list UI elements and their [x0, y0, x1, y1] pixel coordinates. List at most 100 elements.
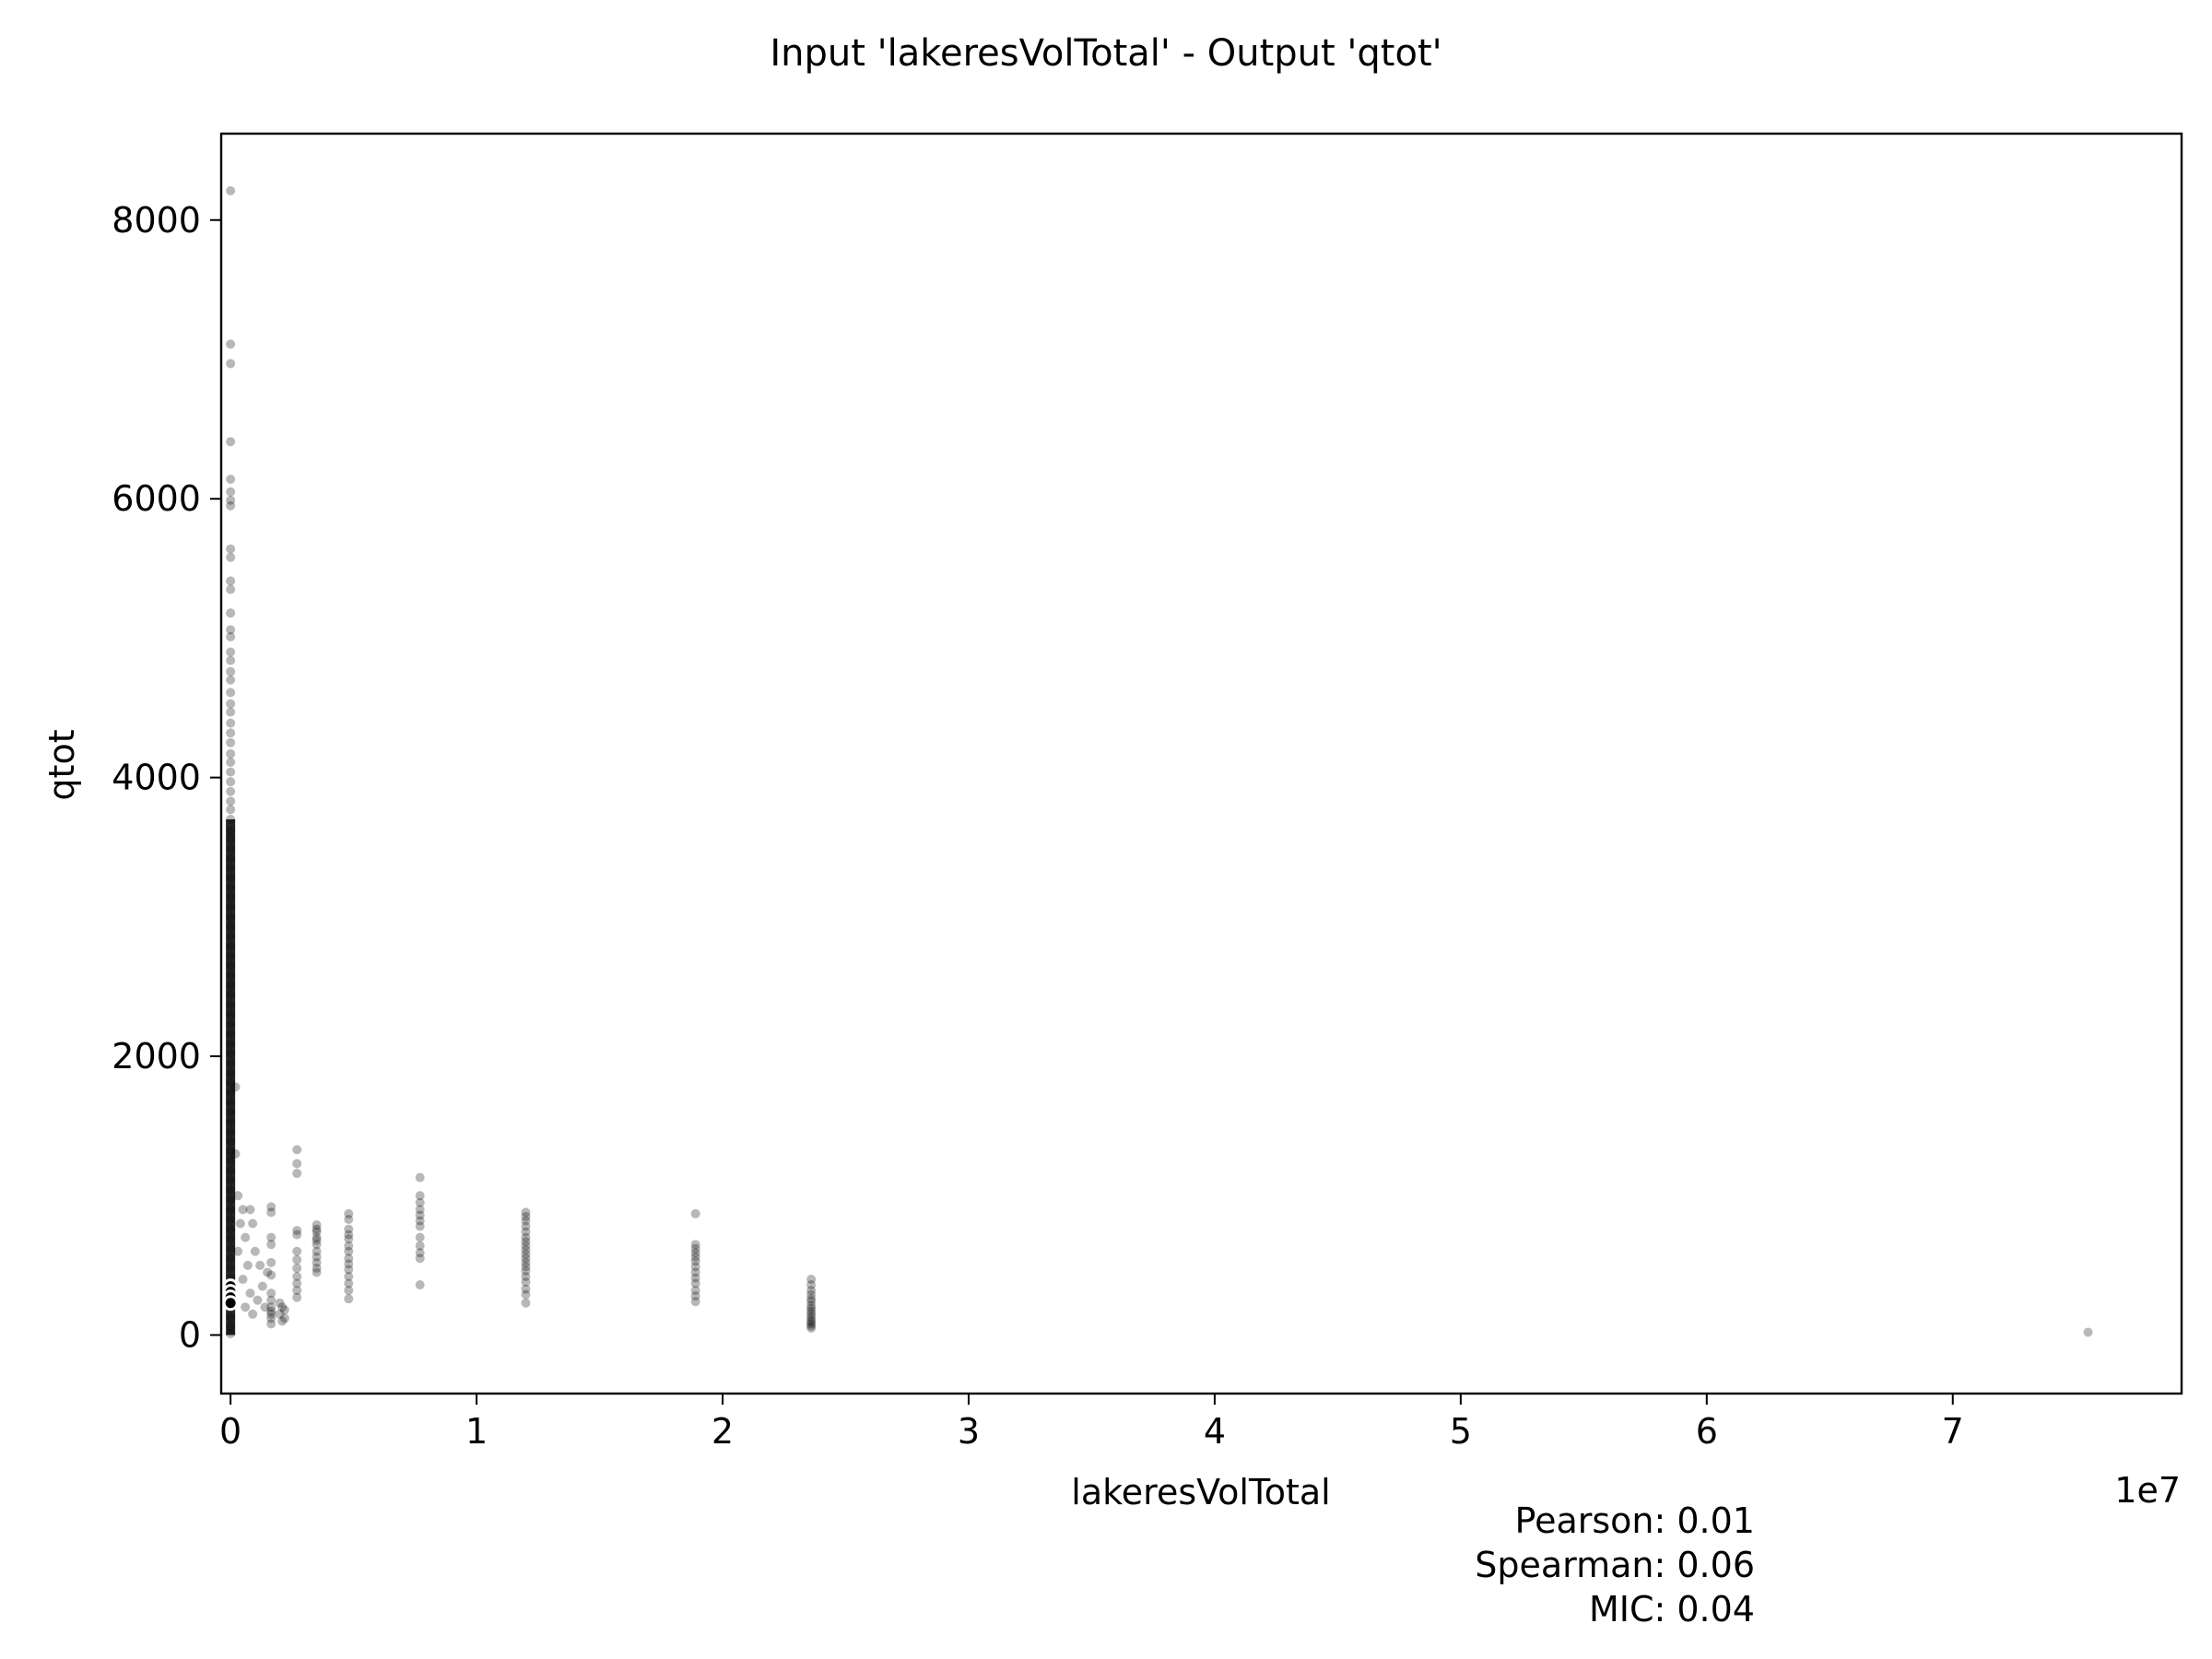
scatter-point: [806, 1275, 817, 1285]
scatter-point: [415, 1216, 425, 1226]
scatter-point: [292, 1230, 302, 1240]
scatter-point: [226, 631, 236, 641]
scatter-point: [226, 767, 236, 777]
scatter-point: [238, 1205, 248, 1215]
scatter-point: [263, 1267, 273, 1277]
scatter-point: [415, 1248, 425, 1258]
scatter-point: [266, 1207, 276, 1218]
scatter-point: [226, 666, 236, 677]
scatter-point: [690, 1273, 700, 1283]
scatter-point: [226, 688, 236, 698]
scatter-point: [226, 675, 236, 685]
scatter-point: [226, 655, 236, 665]
scatter-point: [521, 1271, 531, 1281]
scatter-point: [806, 1309, 817, 1319]
scatter-point: [226, 584, 236, 594]
scatter-point: [248, 1218, 258, 1229]
scatter-point: [521, 1262, 531, 1272]
scatter-point: [521, 1221, 531, 1231]
scatter-point: [292, 1246, 302, 1256]
scatter-point: [248, 1309, 258, 1319]
y-axis-ticks: 0 2000 4000 6000 8000: [112, 200, 221, 1355]
scatter-point: [521, 1207, 531, 1218]
scatter-point: [312, 1235, 322, 1245]
scatter-point: [226, 647, 236, 657]
scatter-point: [806, 1312, 817, 1322]
scatter-point: [226, 718, 236, 728]
scatter-point: [226, 757, 236, 767]
pearson-stat: Pearson: 0.01: [1514, 1500, 1755, 1541]
scatter-point: [292, 1254, 302, 1265]
scatter-point: [806, 1321, 817, 1331]
scatter-point: [245, 1288, 255, 1299]
mic-stat: MIC: 0.04: [1588, 1589, 1755, 1630]
scatter-point: [415, 1172, 425, 1182]
scatter-point: [226, 737, 236, 747]
scatter-point: [226, 339, 236, 349]
scatter-point: [266, 1232, 276, 1242]
scatter-point: [292, 1271, 302, 1281]
scatter-point: [226, 748, 236, 759]
scatter-point: [266, 1240, 276, 1250]
scatter-point: [690, 1291, 700, 1301]
scatter-point: [241, 1302, 251, 1312]
scatter-point: [521, 1265, 531, 1276]
correlation-stats: Pearson: 0.01 Spearman: 0.06 MIC: 0.04: [1475, 1499, 1755, 1631]
scatter-point: [250, 1246, 260, 1256]
scatter-point: [344, 1286, 354, 1296]
scatter-point: [266, 1319, 276, 1329]
scatter-point: [226, 777, 236, 787]
scatter-point: [344, 1259, 354, 1269]
scatter-point: [292, 1278, 302, 1288]
scatter-point: [235, 1218, 245, 1229]
scatter-point: [344, 1224, 354, 1234]
scatter-point: [415, 1197, 425, 1207]
scatter-point: [521, 1245, 531, 1255]
y-tick-label: 0: [179, 1314, 201, 1355]
scatter-point: [292, 1263, 302, 1273]
scatter-point: [690, 1286, 700, 1296]
scatter-point: [521, 1237, 531, 1247]
scatter-point: [690, 1243, 700, 1253]
scatter-point: [344, 1265, 354, 1275]
scatter-point: [226, 487, 236, 497]
scatter-point: [266, 1306, 276, 1316]
scatter-point: [292, 1292, 302, 1302]
scatter-point: [806, 1280, 817, 1290]
scatter-point: [806, 1286, 817, 1296]
scatter-point: [226, 500, 236, 511]
scatter-point: [266, 1202, 276, 1212]
scatter-point: [275, 1309, 285, 1319]
scatter-point: [806, 1297, 817, 1307]
scatter-point: [266, 1309, 276, 1319]
scatter-point: [226, 796, 236, 806]
x-axis-label: lakeresVolTotal: [1071, 1472, 1330, 1512]
scatter-point: [226, 625, 236, 635]
scatter-point: [245, 1205, 255, 1215]
scatter-point: [242, 1260, 253, 1270]
y-axis-label: qtot: [41, 729, 82, 800]
scatter-point: [344, 1241, 354, 1251]
x-tick-label: 3: [958, 1411, 980, 1452]
chart-title: Input 'lakeresVolTotal' - Output 'qtot': [770, 32, 1441, 75]
scatter-point: [415, 1205, 425, 1215]
x-tick-label: 5: [1450, 1411, 1472, 1452]
scatter-point: [226, 437, 236, 447]
x-axis-ticks: 0 1 2 3 4 5 6 7: [219, 1394, 1964, 1452]
scatter-point: [266, 1313, 276, 1324]
scatter-point: [226, 552, 236, 562]
scatter-point: [415, 1221, 425, 1231]
scatter-point: [277, 1316, 288, 1326]
scatter-point: [344, 1278, 354, 1288]
scatter-point: [292, 1226, 302, 1236]
scatter-point: [521, 1284, 531, 1294]
scatter-point: [241, 1232, 251, 1242]
scatter-point: [279, 1313, 289, 1324]
scatter-point: [312, 1267, 322, 1277]
scatter-point: [806, 1289, 817, 1300]
scatter-point: [226, 185, 236, 195]
scatter-point: [690, 1256, 700, 1266]
scatter-point: [292, 1145, 302, 1155]
x-tick-label: 1: [465, 1411, 488, 1452]
